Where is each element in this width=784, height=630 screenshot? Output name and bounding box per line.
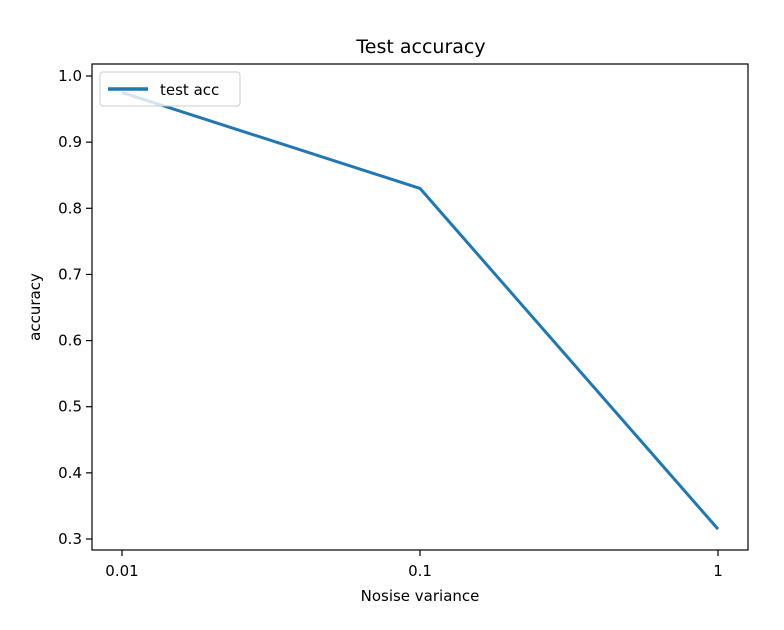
y-axis: 0.3 0.4 0.5 0.6 0.7 0.8 0.9 1.0 xyxy=(58,67,92,548)
legend-label: test acc xyxy=(160,81,219,99)
y-tick-label: 0.6 xyxy=(58,332,82,350)
y-tick-label: 0.4 xyxy=(58,464,82,482)
y-tick-label: 1.0 xyxy=(58,67,82,85)
legend-box xyxy=(99,71,241,107)
y-tick-label: 0.5 xyxy=(58,398,82,416)
y-tick-label: 0.8 xyxy=(58,199,82,217)
x-axis-label: Nosise variance xyxy=(361,587,480,605)
y-axis-label: accuracy xyxy=(26,273,44,341)
x-tick-label: 0.1 xyxy=(408,562,432,580)
x-axis: 0.01 0.1 1 xyxy=(105,550,723,580)
series-line xyxy=(121,91,720,531)
chart-title: Test accuracy xyxy=(355,36,485,58)
y-tick-label: 0.3 xyxy=(58,530,82,548)
plot-area xyxy=(91,63,749,551)
legend: test acc xyxy=(99,71,241,107)
series-layer xyxy=(121,91,720,531)
y-tick-label: 0.7 xyxy=(58,265,82,283)
x-tick-label: 0.01 xyxy=(105,562,138,580)
x-tick-label: 1 xyxy=(713,562,723,580)
y-tick-label: 0.9 xyxy=(58,133,82,151)
